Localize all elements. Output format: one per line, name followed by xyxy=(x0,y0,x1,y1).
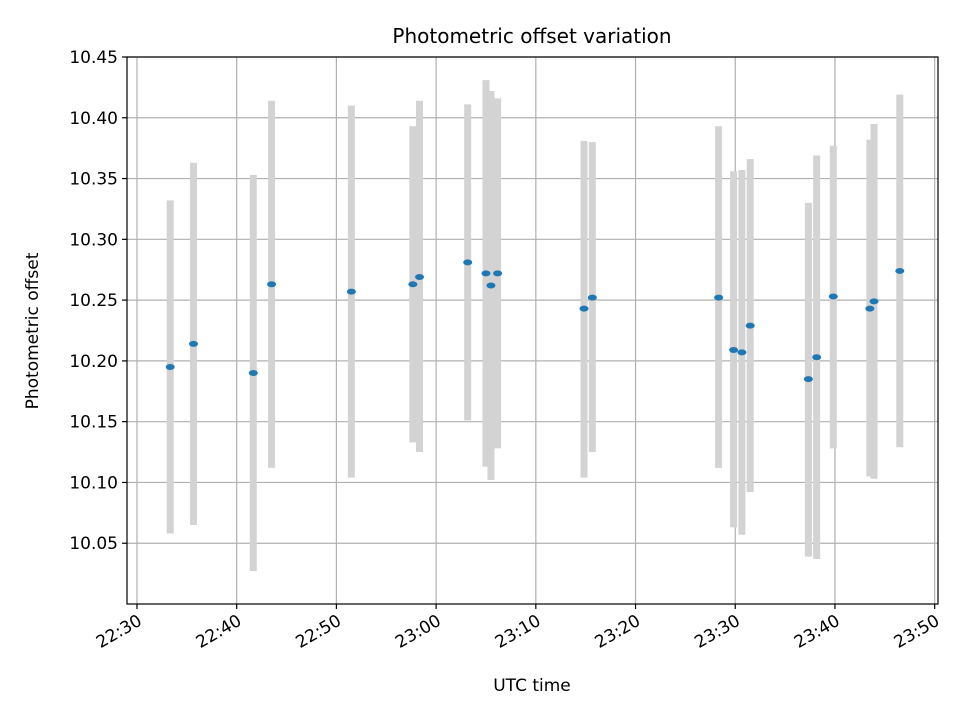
y-tick-label: 10.30 xyxy=(69,230,118,250)
data-point xyxy=(414,274,424,281)
x-axis-ticks: 22:30 22:40 22:50 23:00 23:10 23:20 23:30 23:40… xyxy=(93,604,943,653)
x-tick-label: 23:00 xyxy=(392,611,444,653)
data-points xyxy=(165,259,905,383)
data-point xyxy=(812,354,822,361)
plot-area-frame xyxy=(126,56,939,605)
x-tick-label: 22:40 xyxy=(193,611,245,653)
data-point xyxy=(803,376,813,383)
y-tick-label: 10.25 xyxy=(69,291,118,311)
y-tick-label: 10.20 xyxy=(69,352,118,372)
data-point xyxy=(587,294,597,301)
x-tick-label: 22:30 xyxy=(93,611,145,653)
x-tick-label: 23:10 xyxy=(492,611,544,653)
data-point xyxy=(745,322,755,329)
data-point xyxy=(408,281,418,288)
y-tick-label: 10.45 xyxy=(69,48,118,68)
x-tick-label: 23:50 xyxy=(891,611,943,653)
data-point xyxy=(463,259,473,266)
x-tick-label: 22:50 xyxy=(292,611,344,653)
data-point xyxy=(346,288,356,295)
x-tick-label: 23:30 xyxy=(691,611,743,653)
data-point xyxy=(248,370,258,377)
y-axis-title: Photometric offset xyxy=(23,252,43,409)
chart-title: Photometric offset variation xyxy=(392,24,671,48)
x-axis-title: UTC time xyxy=(493,676,571,696)
data-point xyxy=(486,282,496,289)
data-point xyxy=(579,305,589,312)
data-point xyxy=(714,294,724,301)
data-point xyxy=(165,363,175,370)
y-tick-label: 10.05 xyxy=(69,534,118,554)
y-tick-label: 10.35 xyxy=(69,170,118,190)
y-axis-ticks: 10.05 10.10 10.15 10.20 10.25 10.30 10.35 10.40… xyxy=(69,48,127,554)
y-tick-label: 10.15 xyxy=(69,413,118,433)
data-point xyxy=(267,281,277,288)
data-point xyxy=(828,293,838,300)
x-tick-label: 23:20 xyxy=(592,611,644,653)
error-bars xyxy=(166,80,904,572)
data-point xyxy=(481,270,491,277)
y-tick-label: 10.10 xyxy=(69,473,118,493)
y-tick-label: 10.40 xyxy=(69,109,118,129)
data-point xyxy=(188,340,198,347)
x-tick-label: 23:40 xyxy=(791,611,843,653)
data-point xyxy=(493,270,503,277)
data-point xyxy=(865,305,875,312)
data-point xyxy=(737,349,747,356)
data-point xyxy=(869,298,879,305)
data-point xyxy=(729,346,739,353)
data-point xyxy=(895,267,905,274)
